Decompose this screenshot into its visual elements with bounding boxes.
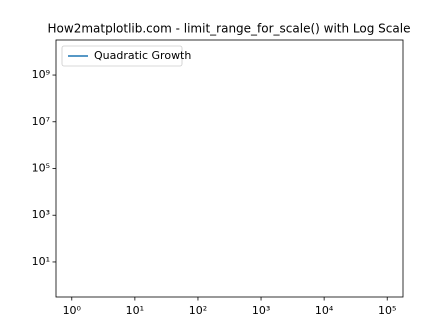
y-tick-label: 10⁹ (32, 68, 50, 81)
chart-title: How2matplotlib.com - limit_range_for_sca… (48, 22, 411, 36)
y-tick-label: 10¹ (32, 255, 50, 268)
x-tick-label: 10³ (252, 304, 270, 317)
y-tick-label: 10⁷ (32, 115, 50, 128)
x-tick-label: 10¹ (126, 304, 144, 317)
legend-box (61, 45, 183, 67)
x-tick-label: 10² (189, 304, 207, 317)
y-tick-label: 10⁵ (32, 161, 50, 174)
legend-label: Quadratic Growth (94, 49, 191, 62)
x-tick-label: 10⁰ (63, 304, 82, 317)
x-tick-label: 10⁴ (315, 304, 334, 317)
x-tick-label: 10⁵ (378, 304, 396, 317)
y-tick-label: 10³ (32, 208, 50, 221)
axes-frame (55, 39, 404, 298)
